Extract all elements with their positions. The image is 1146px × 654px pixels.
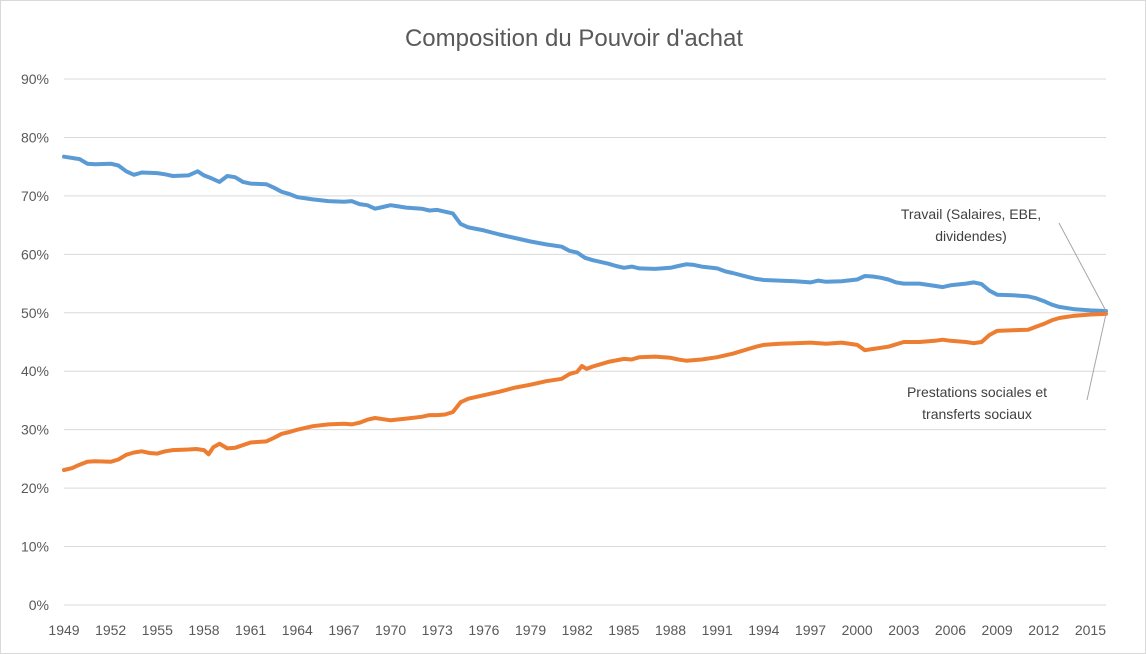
y-tick-label: 80%: [21, 129, 49, 145]
y-tick-label: 30%: [21, 422, 49, 438]
series-data-label: transferts sociaux: [922, 406, 1032, 422]
y-tick-label: 0%: [29, 597, 49, 613]
y-tick-label: 70%: [21, 188, 49, 204]
y-tick-label: 20%: [21, 480, 49, 496]
y-tick-label: 90%: [21, 71, 49, 87]
x-tick-label: 2012: [1028, 622, 1059, 638]
leader-line: [1058, 222, 1107, 312]
y-tick-label: 40%: [21, 363, 49, 379]
x-tick-label: 1994: [748, 622, 779, 638]
series-lines: [62, 154, 1108, 472]
leader-line: [1086, 313, 1107, 401]
x-axis-ticks: 1949 1952 1955 1958 1961 1964 1967 1970 1973 1976…: [48, 622, 1106, 638]
x-tick-label: 1967: [328, 622, 359, 638]
y-tick-label: 60%: [21, 246, 49, 262]
x-tick-label: 1991: [702, 622, 733, 638]
x-tick-label: 1997: [795, 622, 826, 638]
x-tick-label: 1979: [515, 622, 546, 638]
x-tick-label: 2015: [1075, 622, 1106, 638]
x-tick-label: 1958: [188, 622, 219, 638]
x-tick-label: 2003: [888, 622, 919, 638]
x-tick-label: 1955: [142, 622, 173, 638]
x-tick-label: 1988: [655, 622, 686, 638]
x-tick-label: 1973: [422, 622, 453, 638]
x-tick-label: 1961: [235, 622, 266, 638]
gridlines: [64, 78, 1106, 606]
series-line-prestations: [62, 311, 1108, 472]
chart-title: Composition du Pouvoir d'achat: [405, 25, 743, 52]
x-tick-label: 2006: [935, 622, 966, 638]
series-labels: Travail (Salaires, EBE, dividendes) Presta…: [901, 206, 1107, 422]
x-tick-label: 1949: [48, 622, 79, 638]
series-data-label: Prestations sociales et: [907, 384, 1047, 400]
y-tick-label: 10%: [21, 539, 49, 555]
x-tick-label: 2000: [842, 622, 873, 638]
y-axis-ticks: 0% 10% 20% 30% 40% 50% 60% 70% 80% 90%: [21, 71, 49, 613]
series-line-travail: [62, 154, 1108, 313]
x-tick-label: 1952: [95, 622, 126, 638]
x-tick-label: 1985: [608, 622, 639, 638]
x-tick-label: 1970: [375, 622, 406, 638]
x-tick-label: 1982: [562, 622, 593, 638]
x-tick-label: 2009: [982, 622, 1013, 638]
x-tick-label: 1976: [468, 622, 499, 638]
series-data-label: Travail (Salaires, EBE,: [901, 206, 1041, 222]
x-tick-label: 1964: [282, 622, 313, 638]
series-data-label: dividendes): [935, 228, 1007, 244]
y-tick-label: 50%: [21, 305, 49, 321]
